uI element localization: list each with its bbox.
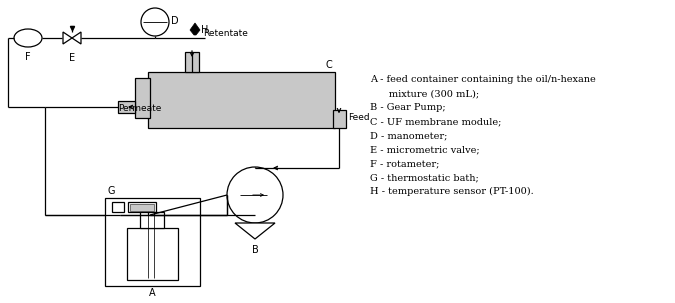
Bar xyxy=(140,212,164,228)
Polygon shape xyxy=(63,32,72,44)
Text: F: F xyxy=(25,52,31,62)
Circle shape xyxy=(227,167,283,223)
Text: G - thermostatic bath;: G - thermostatic bath; xyxy=(370,173,479,182)
Text: A - feed container containing the oil/n-hexane: A - feed container containing the oil/n-… xyxy=(370,75,596,84)
Text: Feed: Feed xyxy=(348,114,370,122)
Circle shape xyxy=(141,8,169,36)
Text: B - Gear Pump;: B - Gear Pump; xyxy=(370,103,446,112)
Text: E - micrometric valve;: E - micrometric valve; xyxy=(370,145,480,154)
Text: H - temperature sensor (PT-100).: H - temperature sensor (PT-100). xyxy=(370,187,534,196)
Bar xyxy=(148,72,335,128)
Bar xyxy=(333,110,346,128)
Text: A: A xyxy=(148,288,155,298)
Polygon shape xyxy=(190,23,200,35)
Text: F - rotameter;: F - rotameter; xyxy=(370,159,439,168)
Text: B: B xyxy=(252,245,259,255)
Text: C - UF membrane module;: C - UF membrane module; xyxy=(370,117,502,126)
Bar xyxy=(135,78,150,118)
Polygon shape xyxy=(235,223,275,239)
Polygon shape xyxy=(72,32,81,44)
Text: D: D xyxy=(171,16,179,26)
Text: D - manometer;: D - manometer; xyxy=(370,131,448,140)
Bar xyxy=(128,202,156,212)
Text: G: G xyxy=(107,186,115,196)
Bar xyxy=(105,198,200,286)
Text: H: H xyxy=(201,25,209,35)
Text: E: E xyxy=(69,53,75,63)
Text: Permeate: Permeate xyxy=(118,104,161,113)
Bar xyxy=(112,202,124,212)
Bar xyxy=(127,228,178,280)
Text: mixture (300 mL);: mixture (300 mL); xyxy=(370,89,479,98)
Bar xyxy=(118,101,135,113)
Text: C: C xyxy=(325,60,332,70)
Bar xyxy=(130,204,154,211)
Ellipse shape xyxy=(14,29,42,47)
Bar xyxy=(185,52,199,72)
Text: Retentate: Retentate xyxy=(203,29,248,38)
